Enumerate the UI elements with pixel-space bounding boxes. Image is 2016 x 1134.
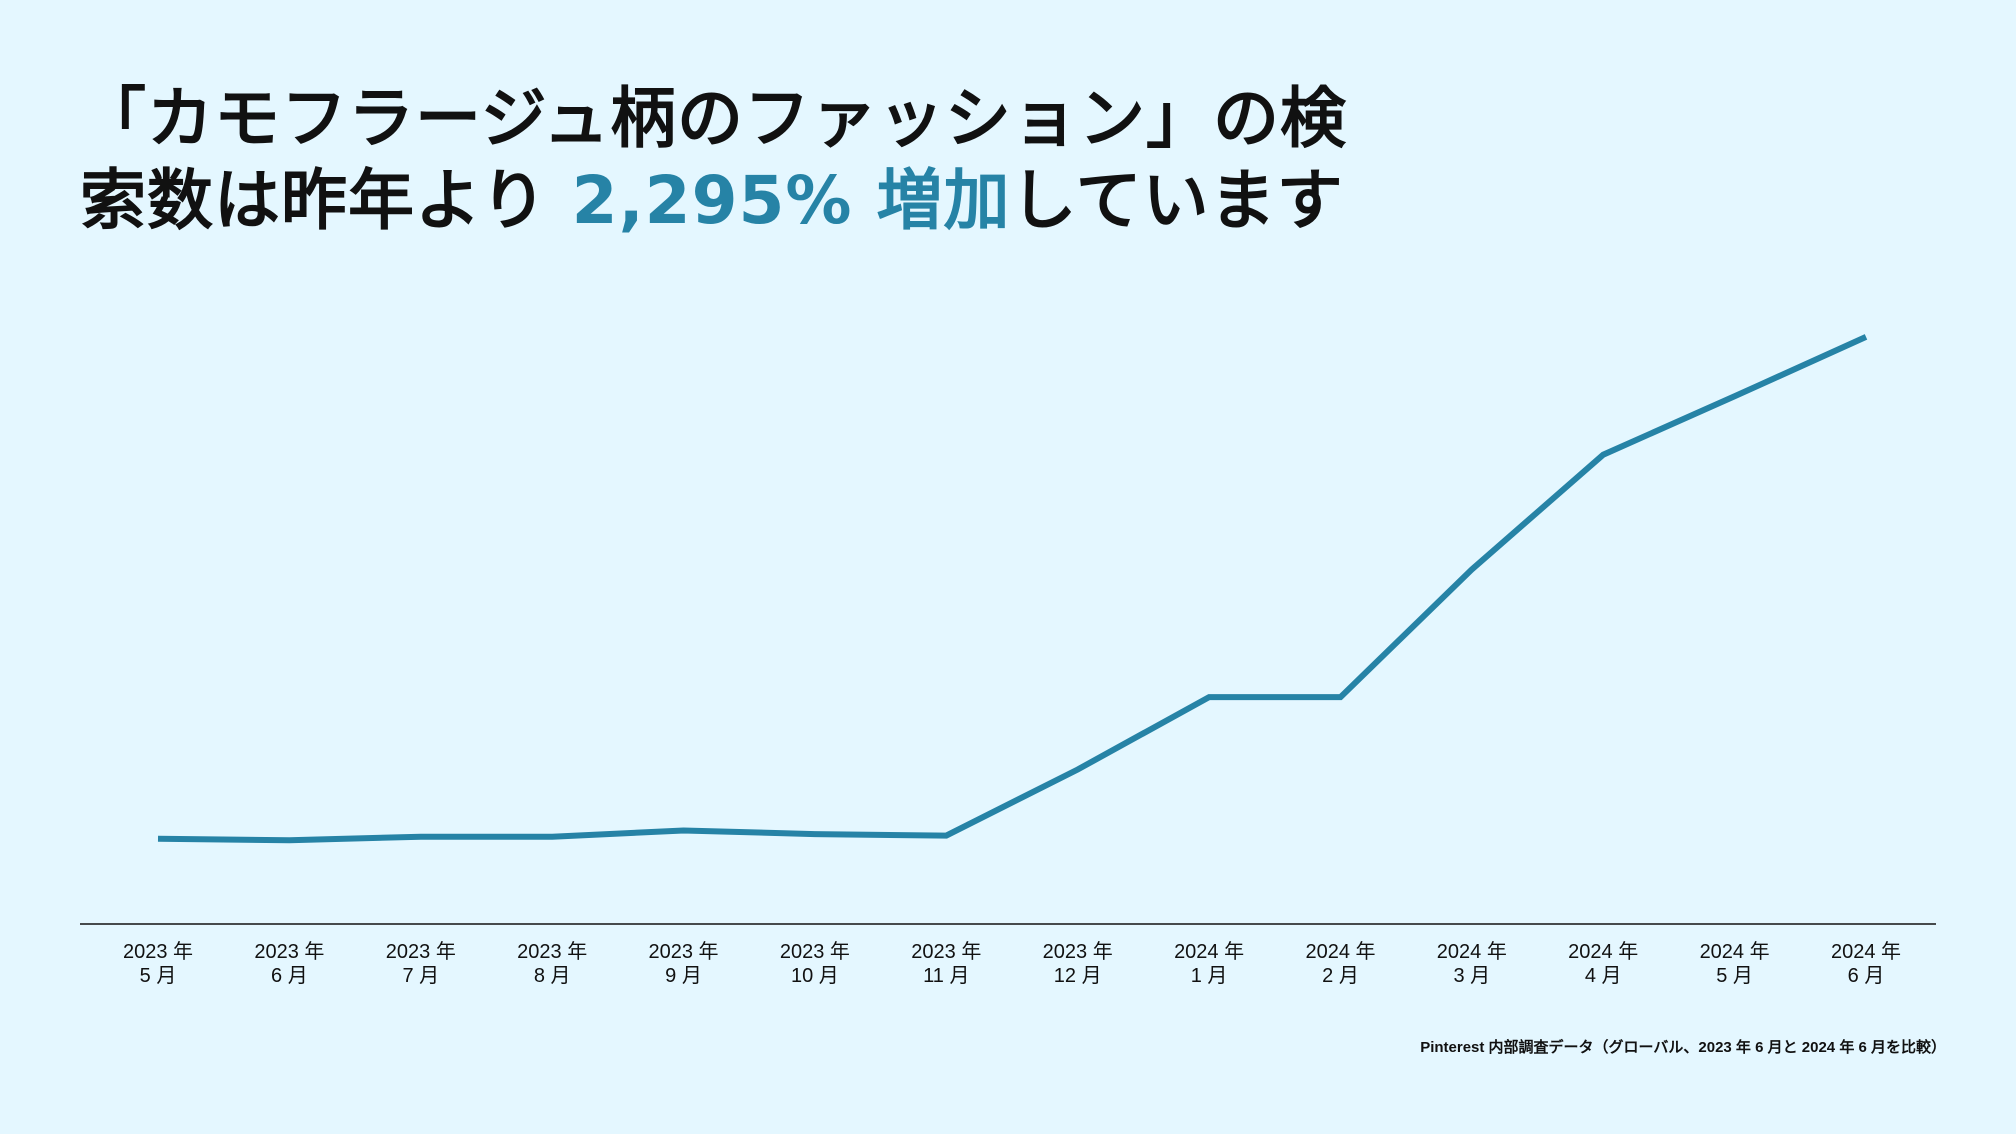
source-note: Pinterest 内部調査データ（グローバル、2023 年 6 月と 2024… bbox=[1420, 1039, 1946, 1056]
x-tick-month: 2 月 bbox=[1322, 965, 1359, 987]
x-tick-label: 2023 年 12 月 bbox=[1043, 940, 1113, 987]
x-tick-year: 2024 年 bbox=[1831, 940, 1901, 963]
series-layer bbox=[157, 334, 1868, 844]
x-tick-month: 1 月 bbox=[1191, 965, 1228, 987]
x-tick-year: 2024 年 bbox=[1305, 940, 1375, 963]
x-tick-month: 8 月 bbox=[534, 965, 571, 987]
title-highlight: 2,295% 増加 bbox=[571, 162, 1011, 239]
x-tick-year: 2024 年 bbox=[1437, 940, 1507, 963]
x-tick-year: 2023 年 bbox=[517, 940, 587, 963]
x-tick-month: 6 月 bbox=[1848, 965, 1885, 987]
x-tick-year: 2023 年 bbox=[780, 940, 850, 963]
x-tick-year: 2023 年 bbox=[648, 940, 718, 963]
x-tick-month: 6 月 bbox=[271, 965, 308, 987]
title-line-2-suffix: しています bbox=[1010, 162, 1344, 239]
x-tick-month: 3 月 bbox=[1453, 965, 1490, 987]
title-line-1: 「カモフラージュ柄のファッション」の検 bbox=[80, 80, 1348, 157]
series-line-0 bbox=[157, 334, 1868, 844]
x-tick-month: 11 月 bbox=[923, 965, 969, 987]
title-line-2-prefix: 索数は昨年より bbox=[80, 162, 572, 239]
x-tick-year: 2024 年 bbox=[1174, 940, 1244, 963]
x-tick-year: 2023 年 bbox=[123, 940, 193, 963]
x-tick-year: 2023 年 bbox=[1043, 940, 1113, 963]
x-tick-label: 2023 年 10 月 bbox=[780, 940, 850, 987]
x-tick-month: 7 月 bbox=[402, 965, 439, 987]
x-tick-year: 2023 年 bbox=[254, 940, 324, 963]
x-tick-month: 9 月 bbox=[665, 965, 702, 987]
x-tick-month: 12 月 bbox=[1054, 965, 1102, 987]
x-tick-month: 5 月 bbox=[140, 965, 177, 987]
x-tick-year: 2024 年 bbox=[1568, 940, 1638, 963]
x-tick-label: 2023 年 11 月 bbox=[911, 940, 981, 987]
x-tick-year: 2024 年 bbox=[1700, 940, 1770, 963]
x-tick-month: 10 月 bbox=[791, 965, 839, 987]
x-tick-year: 2023 年 bbox=[386, 940, 456, 963]
x-tick-year: 2023 年 bbox=[911, 940, 981, 963]
chart-title: 「カモフラージュ柄のファッション」の検 索数は昨年より 2,295% 増加してい… bbox=[80, 78, 1580, 242]
x-tick-month: 5 月 bbox=[1716, 965, 1753, 987]
x-tick-month: 4 月 bbox=[1585, 965, 1622, 987]
